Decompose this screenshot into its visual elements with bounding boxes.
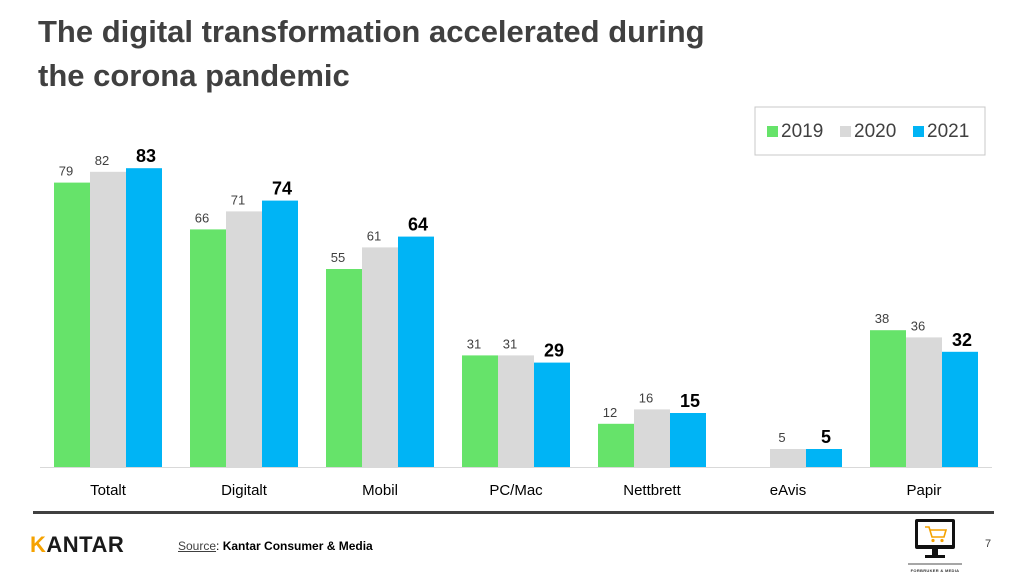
- bar-2021-digitalt: [262, 200, 298, 467]
- monitor-cart-icon: [908, 519, 962, 565]
- data-label-2020-eavis: 5: [778, 430, 785, 445]
- x-tick-label-digitalt: Digitalt: [221, 482, 268, 499]
- legend-box: [754, 106, 986, 156]
- bar-2021-eavis: [806, 449, 842, 467]
- legend-swatch-2021: [913, 126, 924, 137]
- data-label-2019-papir: 38: [875, 311, 889, 326]
- data-label-2021-nettbrett: 15: [680, 391, 700, 411]
- logo-text: ANTAR: [46, 532, 125, 557]
- bar-2020-nettbrett: [634, 409, 670, 467]
- bar-2021-mobil: [398, 236, 434, 467]
- bar-2021-totalt: [126, 168, 162, 467]
- bar-2021-nettbrett: [670, 413, 706, 467]
- data-label-2019-nettbrett: 12: [603, 405, 617, 420]
- data-label-2019-mobil: 55: [331, 250, 345, 265]
- x-tick-label-papir: Papir: [906, 482, 941, 499]
- bar-2020-pc-mac: [498, 355, 534, 467]
- legend-swatch-2020: [840, 126, 851, 137]
- logo-mark: K: [30, 532, 47, 557]
- data-label-2020-digitalt: 71: [231, 192, 245, 207]
- data-label-2020-pc-mac: 31: [503, 336, 517, 351]
- bar-2020-digitalt: [226, 211, 262, 467]
- data-label-2021-digitalt: 74: [272, 179, 292, 199]
- data-label-2021-papir: 32: [952, 330, 972, 350]
- data-label-2019-totalt: 79: [59, 164, 73, 179]
- x-tick-label-mobil: Mobil: [362, 482, 398, 499]
- data-label-2021-totalt: 83: [136, 146, 156, 166]
- data-label-2020-totalt: 82: [95, 153, 109, 168]
- x-tick-label-eavis: eAvis: [770, 482, 806, 499]
- data-label-2019-digitalt: 66: [195, 210, 209, 225]
- source-label[interactable]: Source: [178, 539, 217, 553]
- footer-divider: [33, 511, 994, 514]
- page-number: 7: [985, 538, 992, 550]
- brand-caption: FORBRUKER & MEDIA: [910, 568, 960, 573]
- data-label-2020-nettbrett: 16: [639, 390, 653, 405]
- data-label-2020-papir: 36: [911, 318, 925, 333]
- source-separator: :: [216, 539, 223, 553]
- x-tick-label-totalt: Totalt: [90, 482, 127, 499]
- bar-2019-pc-mac: [462, 355, 498, 467]
- bar-2020-totalt: [90, 171, 126, 468]
- bar-2020-eavis: [770, 449, 806, 467]
- bar-2019-nettbrett: [598, 423, 634, 467]
- data-label-2021-eavis: 5: [821, 427, 831, 447]
- source-value: Kantar Consumer & Media: [222, 539, 373, 553]
- legend-label-2019: 2019: [781, 121, 823, 142]
- bar-2020-mobil: [362, 247, 398, 467]
- bar-2019-papir: [870, 330, 906, 467]
- legend-swatch-2019: [767, 126, 778, 137]
- x-tick-label-pc-mac: PC/Mac: [489, 482, 543, 499]
- bar-2020-papir: [906, 337, 942, 467]
- kantar-logo: KANTAR: [30, 532, 124, 558]
- source-note: Source: Kantar Consumer & Media: [178, 539, 373, 553]
- bar-2019-totalt: [54, 182, 90, 467]
- bar-2021-papir: [942, 351, 978, 467]
- bar-2019-digitalt: [190, 229, 226, 467]
- bar-2019-mobil: [326, 269, 362, 467]
- data-label-2021-pc-mac: 29: [544, 341, 564, 361]
- data-label-2021-mobil: 64: [408, 215, 428, 235]
- data-label-2020-mobil: 61: [367, 228, 381, 243]
- legend-label-2021: 2021: [927, 121, 969, 142]
- data-label-2019-pc-mac: 31: [467, 336, 481, 351]
- bar-2021-pc-mac: [534, 362, 570, 467]
- x-tick-label-nettbrett: Nettbrett: [623, 482, 681, 499]
- legend-label-2020: 2020: [854, 121, 896, 142]
- page-title: The digital transformation accelerated d…: [38, 14, 705, 93]
